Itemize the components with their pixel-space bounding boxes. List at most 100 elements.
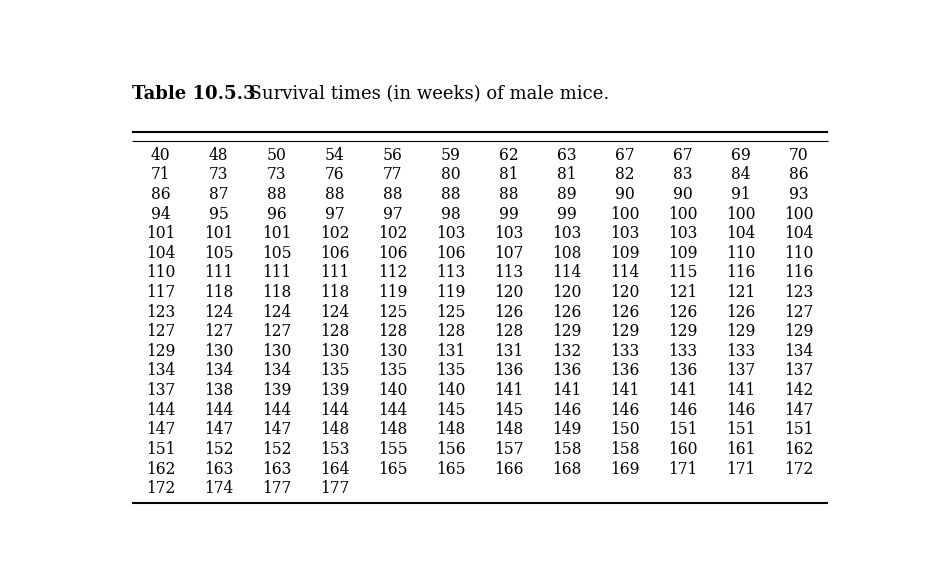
Text: 96: 96 <box>267 206 286 222</box>
Text: 130: 130 <box>320 343 349 360</box>
Text: 177: 177 <box>262 480 291 497</box>
Text: 101: 101 <box>262 225 291 242</box>
Text: 84: 84 <box>731 166 751 183</box>
Text: 127: 127 <box>146 323 175 340</box>
Text: 116: 116 <box>726 264 755 282</box>
Text: 109: 109 <box>610 245 639 262</box>
Text: 128: 128 <box>494 323 523 340</box>
Text: 48: 48 <box>209 147 228 164</box>
Text: 69: 69 <box>731 147 751 164</box>
Text: 133: 133 <box>610 343 639 360</box>
Text: 99: 99 <box>499 206 519 222</box>
Text: 73: 73 <box>209 166 228 183</box>
Text: 94: 94 <box>151 206 170 222</box>
Text: 71: 71 <box>151 166 170 183</box>
Text: 123: 123 <box>146 304 175 321</box>
Text: 101: 101 <box>146 225 175 242</box>
Text: 163: 163 <box>262 461 291 478</box>
Text: 151: 151 <box>146 441 175 458</box>
Text: 144: 144 <box>320 401 349 419</box>
Text: 112: 112 <box>378 264 407 282</box>
Text: 165: 165 <box>436 461 465 478</box>
Text: 83: 83 <box>673 166 693 183</box>
Text: 100: 100 <box>726 206 755 222</box>
Text: 140: 140 <box>436 382 465 399</box>
Text: 141: 141 <box>726 382 755 399</box>
Text: 118: 118 <box>320 284 349 301</box>
Text: 113: 113 <box>436 264 465 282</box>
Text: 144: 144 <box>146 401 175 419</box>
Text: 126: 126 <box>668 304 697 321</box>
Text: 67: 67 <box>673 147 693 164</box>
Text: 146: 146 <box>552 401 581 419</box>
Text: 162: 162 <box>146 461 175 478</box>
Text: Table 10.5.3: Table 10.5.3 <box>131 85 255 103</box>
Text: 59: 59 <box>441 147 461 164</box>
Text: 132: 132 <box>552 343 581 360</box>
Text: 147: 147 <box>146 421 175 438</box>
Text: 172: 172 <box>784 461 813 478</box>
Text: 102: 102 <box>320 225 349 242</box>
Text: 156: 156 <box>436 441 465 458</box>
Text: 113: 113 <box>494 264 523 282</box>
Text: 138: 138 <box>204 382 233 399</box>
Text: 164: 164 <box>320 461 349 478</box>
Text: 110: 110 <box>146 264 175 282</box>
Text: 81: 81 <box>557 166 577 183</box>
Text: 63: 63 <box>557 147 577 164</box>
Text: 118: 118 <box>204 284 233 301</box>
Text: 88: 88 <box>267 186 286 203</box>
Text: 106: 106 <box>436 245 465 262</box>
Text: 95: 95 <box>209 206 228 222</box>
Text: 90: 90 <box>615 186 635 203</box>
Text: 146: 146 <box>668 401 697 419</box>
Text: 128: 128 <box>320 323 349 340</box>
Text: 86: 86 <box>789 166 809 183</box>
Text: 139: 139 <box>320 382 349 399</box>
Text: 148: 148 <box>378 421 407 438</box>
Text: 141: 141 <box>668 382 697 399</box>
Text: 127: 127 <box>262 323 291 340</box>
Text: 130: 130 <box>378 343 407 360</box>
Text: 104: 104 <box>146 245 175 262</box>
Text: 90: 90 <box>673 186 693 203</box>
Text: 139: 139 <box>262 382 291 399</box>
Text: 151: 151 <box>784 421 813 438</box>
Text: 107: 107 <box>494 245 523 262</box>
Text: 134: 134 <box>784 343 813 360</box>
Text: 67: 67 <box>615 147 635 164</box>
Text: 103: 103 <box>610 225 639 242</box>
Text: 161: 161 <box>726 441 755 458</box>
Text: 100: 100 <box>668 206 697 222</box>
Text: 125: 125 <box>436 304 465 321</box>
Text: 88: 88 <box>325 186 344 203</box>
Text: 104: 104 <box>726 225 755 242</box>
Text: 147: 147 <box>262 421 291 438</box>
Text: 131: 131 <box>494 343 523 360</box>
Text: 141: 141 <box>552 382 581 399</box>
Text: 166: 166 <box>494 461 523 478</box>
Text: 136: 136 <box>552 362 581 380</box>
Text: 130: 130 <box>262 343 291 360</box>
Text: 165: 165 <box>378 461 407 478</box>
Text: 77: 77 <box>383 166 402 183</box>
Text: 129: 129 <box>668 323 697 340</box>
Text: 135: 135 <box>378 362 407 380</box>
Text: 62: 62 <box>499 147 519 164</box>
Text: 145: 145 <box>494 401 523 419</box>
Text: 145: 145 <box>436 401 465 419</box>
Text: 135: 135 <box>320 362 349 380</box>
Text: 160: 160 <box>668 441 697 458</box>
Text: 152: 152 <box>204 441 233 458</box>
Text: 120: 120 <box>552 284 581 301</box>
Text: 93: 93 <box>789 186 809 203</box>
Text: 121: 121 <box>668 284 697 301</box>
Text: 110: 110 <box>784 245 813 262</box>
Text: 103: 103 <box>552 225 581 242</box>
Text: 98: 98 <box>441 206 461 222</box>
Text: 116: 116 <box>784 264 813 282</box>
Text: Survival times (in weeks) of male mice.: Survival times (in weeks) of male mice. <box>238 85 609 103</box>
Text: 140: 140 <box>378 382 407 399</box>
Text: 56: 56 <box>383 147 402 164</box>
Text: 108: 108 <box>552 245 581 262</box>
